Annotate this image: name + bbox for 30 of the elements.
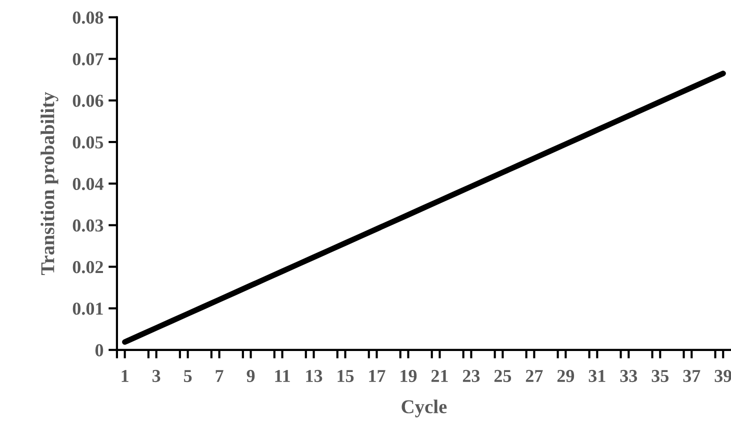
y-axis-title: Transition probability: [40, 92, 58, 276]
y-tick-label: 0.04: [72, 178, 104, 190]
x-tick-label: 37: [683, 370, 700, 382]
y-tick-label: 0.08: [72, 12, 104, 24]
x-tick-label: 17: [369, 370, 386, 382]
x-axis-title: Cycle: [402, 400, 447, 418]
x-tick-label: 29: [557, 370, 574, 382]
y-tick-label: 0.06: [72, 94, 104, 107]
x-tick-label: 5: [184, 370, 192, 382]
x-tick-label: 15: [338, 370, 354, 382]
y-tick-label: 0.03: [72, 219, 104, 232]
x-tick-label: 23: [462, 370, 480, 382]
y-tick-label: 0.01: [72, 302, 103, 315]
y-tick-label: 0.02: [72, 261, 103, 274]
y-tick-label: 0.07: [72, 53, 104, 66]
x-tick-label: 27: [526, 370, 543, 382]
x-tick-label: 13: [306, 370, 322, 382]
x-tick-label: 35: [652, 370, 669, 382]
x-tick-label: 7: [216, 370, 224, 382]
x-tick-label: 9: [246, 370, 255, 382]
x-tick-label: 21: [431, 370, 448, 382]
x-tick-label: 31: [588, 370, 606, 382]
y-tick-label: 0: [95, 344, 104, 356]
x-tick-label: 3: [152, 370, 160, 382]
x-tick-label: 19: [400, 370, 417, 382]
x-tick-label: 1: [122, 370, 128, 382]
y-tick-label: 0.05: [72, 136, 104, 149]
x-tick-label: 11: [275, 370, 290, 382]
x-tick-label: 25: [494, 370, 512, 382]
x-tick-label: 33: [620, 370, 638, 382]
